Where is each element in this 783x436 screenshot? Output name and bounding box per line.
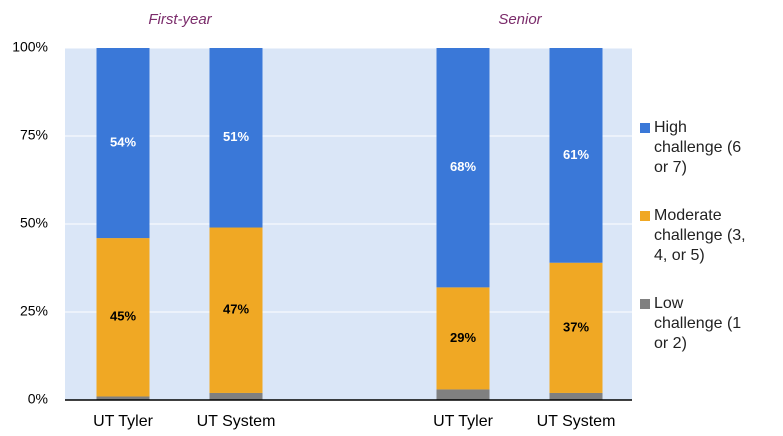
value-label: 29% (450, 330, 476, 345)
legend-label: Moderate challenge (3, 4, or 5) (654, 207, 746, 264)
y-tick-label: 100% (12, 39, 48, 55)
bar-segment (436, 389, 490, 400)
y-tick-label: 0% (28, 391, 48, 407)
value-label: 37% (563, 319, 589, 334)
y-tick-label: 75% (20, 127, 48, 143)
legend-swatch (640, 211, 650, 221)
bar-segment (209, 392, 263, 400)
bar-segment (549, 262, 603, 393)
bar-segment (436, 48, 490, 288)
legend-label: High challenge (6 or 7) (654, 119, 742, 176)
y-tick-label: 25% (20, 303, 48, 319)
legend-swatch (640, 123, 650, 133)
group-label: Senior (498, 11, 542, 28)
bar-segment (209, 227, 263, 393)
legend-label: Low challenge (1 or 2) (654, 295, 742, 352)
bar-segment (96, 48, 150, 239)
x-tick-label: UT Tyler (433, 413, 494, 430)
bar-segment (549, 392, 603, 400)
bar-segment (209, 48, 263, 228)
bar-segment (436, 287, 490, 390)
value-label: 54% (110, 134, 136, 149)
legend-swatch (640, 299, 650, 309)
value-label: 51% (223, 129, 249, 144)
value-label: 45% (110, 309, 136, 324)
value-label: 47% (223, 302, 249, 317)
y-tick-label: 50% (20, 215, 48, 231)
group-label: First-year (148, 11, 212, 28)
value-label: 61% (563, 147, 589, 162)
x-tick-label: UT Tyler (93, 413, 154, 430)
value-label: 68% (450, 159, 476, 174)
x-tick-label: UT System (197, 413, 276, 430)
bar-segment (96, 238, 150, 397)
x-tick-label: UT System (537, 413, 616, 430)
bar-segment (549, 48, 603, 263)
bar-segment (96, 396, 150, 400)
